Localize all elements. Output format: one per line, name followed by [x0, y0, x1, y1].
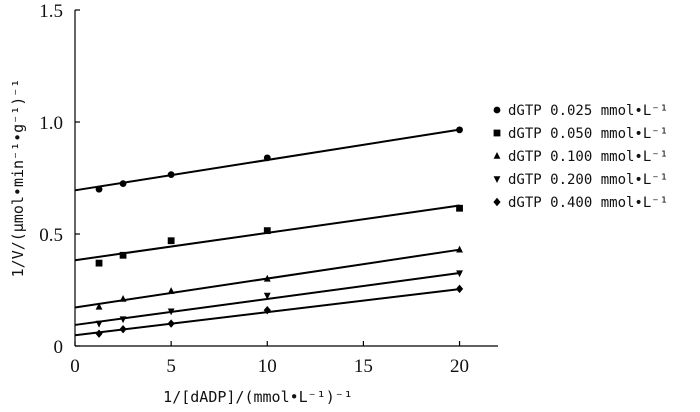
data-point-series-3 — [456, 245, 463, 253]
data-point-series-2 — [119, 251, 127, 259]
legend-marker-5 — [493, 197, 501, 207]
x-tick-label: 15 — [354, 356, 373, 377]
data-point-series-1 — [119, 180, 127, 188]
data-point-series-4 — [263, 292, 271, 300]
legend-marker-3 — [493, 152, 501, 159]
data-point-series-3 — [263, 274, 271, 282]
tick-marks — [74, 9, 461, 347]
legend-label-4: dGTP 0.200 mmol•L⁻¹ — [508, 172, 668, 188]
legend-marker-2 — [493, 129, 501, 137]
axes — [74, 10, 498, 347]
legend-label-3: dGTP 0.100 mmol•L⁻¹ — [508, 149, 668, 165]
data-point-series-2 — [456, 204, 463, 212]
y-axis-title: 1/V/(μmol•min⁻¹•g⁻¹)⁻¹ — [9, 79, 27, 278]
y-tick-label: 1.0 — [39, 113, 63, 134]
x-tick-label: 5 — [166, 356, 176, 377]
data-point-series-3 — [167, 287, 175, 294]
data-point-series-4 — [167, 308, 175, 316]
legend-label-1: dGTP 0.025 mmol•L⁻¹ — [508, 103, 668, 119]
legend-marker-4 — [493, 176, 501, 183]
data-point-series-5 — [119, 325, 127, 334]
x-tick-label: 0 — [70, 356, 80, 377]
legend: dGTP 0.025 mmol•L⁻¹ dGTP 0.050 mmol•L⁻¹ dG… — [493, 103, 668, 211]
data-point-series-3 — [95, 302, 103, 310]
x-axis-title: 1/[dADP]/(mmol•L⁻¹)⁻¹ — [163, 388, 353, 406]
data-point-series-2 — [263, 227, 271, 235]
data-point-series-1 — [263, 154, 271, 162]
data-point-series-4 — [119, 316, 127, 324]
legend-label-5: dGTP 0.400 mmol•L⁻¹ — [508, 195, 668, 211]
legend-marker-1 — [493, 106, 501, 114]
data-point-series-4 — [95, 320, 103, 328]
data-point-series-1 — [456, 126, 463, 134]
data-point-series-5 — [167, 319, 175, 328]
legend-label-2: dGTP 0.050 mmol•L⁻¹ — [508, 126, 668, 142]
data-point-series-3 — [119, 294, 127, 302]
data-point-series-2 — [167, 237, 175, 245]
data-point-series-4 — [456, 270, 463, 278]
data-points — [95, 126, 464, 338]
data-point-series-5 — [455, 284, 464, 294]
x-tick-label: 10 — [258, 356, 277, 377]
y-tick-label: 0 — [54, 337, 64, 358]
data-point-series-5 — [95, 329, 103, 338]
y-tick-label: 1.5 — [39, 1, 63, 22]
data-point-series-2 — [95, 259, 103, 267]
data-point-series-5 — [263, 305, 271, 315]
tick-labels: 0 5 10 15 20 0 0.5 1.0 1.5 — [39, 1, 469, 377]
x-tick-label: 20 — [450, 356, 469, 377]
data-point-series-1 — [167, 171, 175, 179]
data-point-series-1 — [95, 185, 103, 193]
y-tick-label: 0.5 — [39, 225, 63, 246]
